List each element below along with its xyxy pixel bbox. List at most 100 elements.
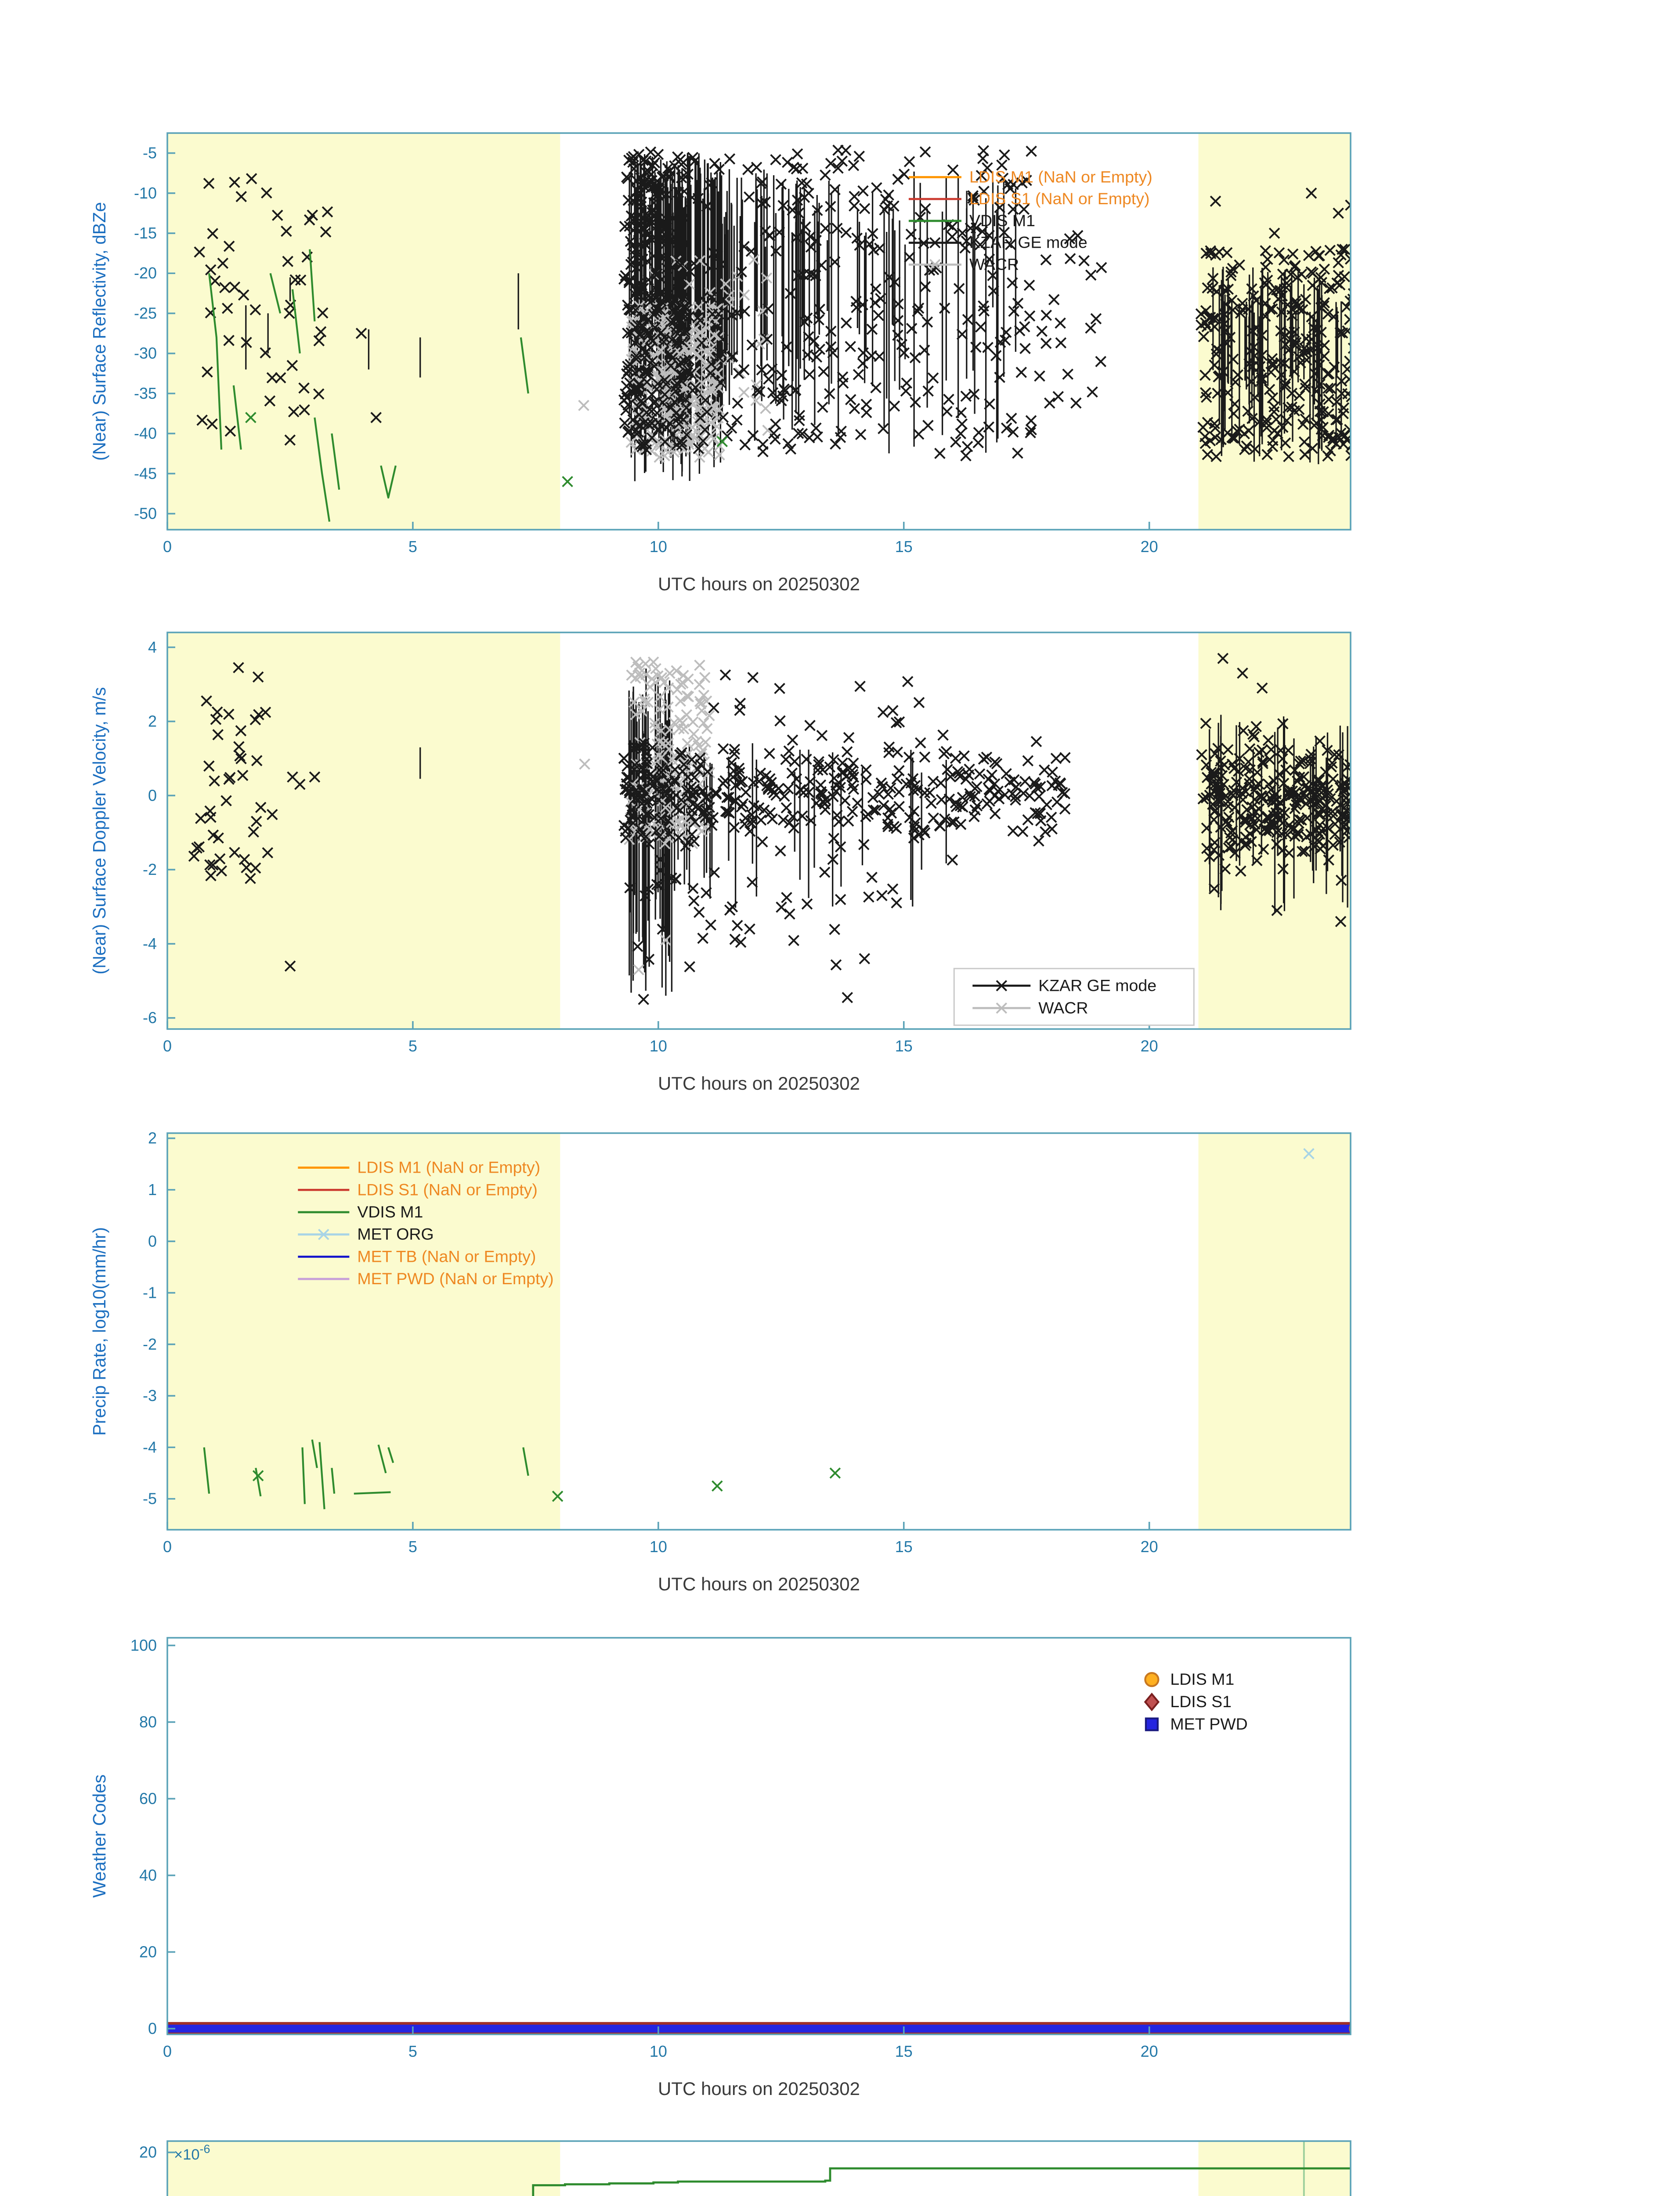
legend-item: MET ORG	[298, 1225, 434, 1243]
y-tick-label: -2	[143, 1335, 157, 1353]
y-axis-label: (Near) Surface Reflectivity, dBZe	[89, 202, 109, 461]
y-axis-label: (Near) Surface Doppler Velocity, m/s	[89, 687, 109, 974]
x-axis-label: UTC hours on 20250302	[658, 2078, 860, 2099]
x-tick-label: 5	[408, 2042, 417, 2060]
axis-box	[166, 632, 1351, 1030]
legend-item: VDIS M1	[298, 1203, 423, 1221]
y-tick-label: -15	[134, 224, 157, 242]
scatter-x-markers	[618, 720, 1071, 866]
series-layer	[203, 1148, 1315, 1510]
legend-box	[953, 968, 1195, 1026]
x-tick-label: 5	[408, 1538, 417, 1556]
scatter-x-markers	[1303, 1148, 1315, 1159]
y-tick-label: -1	[143, 1284, 157, 1302]
y-tick-label: -40	[134, 424, 157, 442]
y-tick-label: -6	[143, 1009, 157, 1027]
scatter-x-markers	[618, 144, 1037, 462]
y-tick-label: -30	[134, 344, 157, 362]
y-tick-label: 4	[148, 638, 157, 656]
scatter-x-markers	[1217, 653, 1347, 927]
legend-item: WACR	[908, 255, 1019, 274]
x-tick-label: 15	[895, 538, 913, 556]
y-tick-label: 20	[139, 2143, 157, 2161]
scatter-x-markers	[1195, 243, 1351, 462]
scatter-x-markers	[245, 412, 728, 488]
x-tick-label: 20	[1141, 538, 1158, 556]
y-tick-label: -50	[134, 505, 157, 523]
legend-item: LDIS S1 (NaN or Empty)	[908, 189, 1150, 208]
vertical-lines	[245, 273, 519, 378]
y-tick-label: -10	[134, 184, 157, 202]
legend-label: LDIS S1 (NaN or Empty)	[357, 1180, 538, 1199]
y-axis-label: Precip Rate, log10(mm/hr)	[89, 1227, 109, 1436]
legend-x-marker	[318, 1228, 329, 1240]
series-layer	[532, 2141, 1351, 2196]
legend-label: LDIS S1 (NaN or Empty)	[969, 189, 1150, 208]
x-tick-label: 0	[163, 1037, 172, 1055]
legend: KZAR GE mode WACR	[953, 968, 1195, 1026]
scatter-x-markers	[708, 669, 925, 729]
legend-item: WACR	[972, 998, 1088, 1017]
legend-item: KZAR GE mode	[908, 233, 1087, 252]
scatter-x-markers	[252, 1467, 841, 1502]
line-segments	[208, 249, 529, 522]
square-marker	[1145, 1717, 1159, 1731]
legend-label: VDIS M1	[969, 211, 1035, 230]
legend-item: KZAR GE mode	[972, 976, 1156, 994]
x-axis-label: UTC hours on 20250302	[658, 574, 860, 594]
x-tick-label: 20	[1141, 1037, 1158, 1055]
legend-label: MET PWD	[1170, 1715, 1247, 1733]
scatter-x-markers	[638, 992, 853, 1005]
y-tick-label: 2	[148, 712, 157, 730]
shaded-region	[167, 1133, 560, 1530]
line-segments	[203, 1439, 529, 1510]
legend-x-marker	[996, 980, 1008, 992]
step-line	[532, 2167, 1351, 2196]
scatter-x-markers	[624, 864, 902, 972]
x-tick-label: 5	[408, 538, 417, 556]
series-layer	[194, 144, 1351, 522]
shaded-region	[1198, 1133, 1351, 1530]
legend-item: LDIS S1 (NaN or Empty)	[298, 1180, 538, 1199]
y-tick-label: 0	[148, 1232, 157, 1250]
x-tick-label: 20	[1141, 1538, 1158, 1556]
legend: LDIS M1 LDIS S1 MET PWD	[1144, 1670, 1248, 1733]
y-tick-label: 1	[148, 1181, 157, 1199]
vertical-lines	[721, 169, 1017, 454]
legend-label: LDIS M1 (NaN or Empty)	[357, 1158, 540, 1177]
circle-marker	[1144, 1672, 1160, 1687]
legend: LDIS M1 (NaN or Empty) LDIS S1 (NaN or Em…	[298, 1158, 554, 1288]
legend-label: MET TB (NaN or Empty)	[357, 1247, 536, 1265]
legend-item: MET PWD (NaN or Empty)	[298, 1269, 554, 1288]
panel-precip-rate: 0 5 10 15 20 -5 -4 -3 -2 -1 0 1 2 Precip Rate, log10(…	[89, 1129, 1351, 1594]
shaded-region	[167, 2141, 560, 2196]
x-tick-label: 0	[163, 2042, 172, 2060]
series-layer	[188, 653, 1351, 1005]
y-tick-label: -2	[143, 860, 157, 878]
legend-label: MET PWD (NaN or Empty)	[357, 1269, 553, 1288]
legend-item: MET TB (NaN or Empty)	[298, 1247, 536, 1265]
x-tick-label: 15	[895, 1538, 913, 1556]
y-tick-label: 2	[148, 1129, 157, 1147]
x-tick-label: 15	[895, 1037, 913, 1055]
scatter-x-markers	[579, 656, 672, 975]
y-tick-label: -45	[134, 464, 157, 482]
x-axis-label: UTC hours on 20250302	[658, 1073, 860, 1094]
panel-surface-doppler-velocity: 0 5 10 15 20 -6 -4 -2 0 2 4 (Near) Surface Doppler …	[89, 632, 1351, 1094]
y-tick-label: -20	[134, 264, 157, 282]
y-tick-label: 100	[130, 1636, 157, 1654]
legend-item: LDIS S1	[1144, 1692, 1232, 1712]
x-tick-label: 10	[650, 1538, 667, 1556]
shaded-region	[167, 632, 560, 1029]
scatter-x-markers	[194, 173, 333, 446]
legend-x-marker	[996, 1002, 1008, 1014]
axis-box	[166, 1132, 1351, 1531]
y-tick-label: -5	[143, 1490, 157, 1508]
legend-x-marker	[929, 259, 941, 271]
x-tick-label: 0	[163, 538, 172, 556]
legend-item: VDIS M1	[908, 211, 1035, 230]
legend-label: WACR	[1038, 998, 1088, 1017]
x-tick-label: 10	[650, 2042, 667, 2060]
